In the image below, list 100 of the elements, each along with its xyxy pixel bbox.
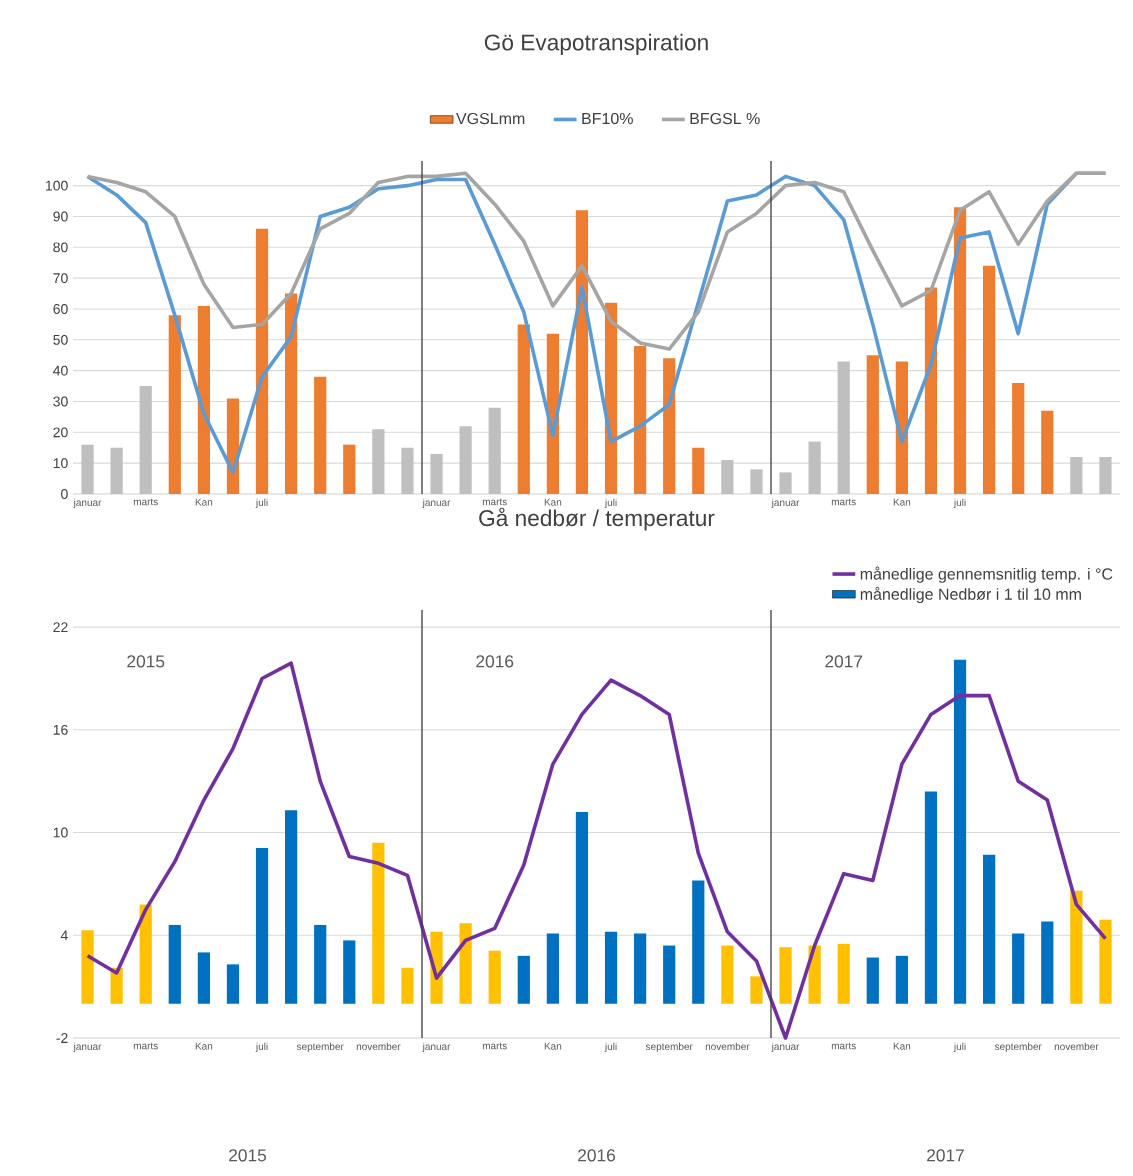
bar [721,460,734,494]
x-tick-label: marts [482,498,507,506]
bar [401,967,414,1004]
bar [983,265,996,494]
bar [575,210,589,494]
bar [953,207,967,494]
bar [1070,456,1083,494]
bar [430,453,443,494]
y-tick-label: 20 [53,427,68,438]
y-tick-label: 60 [53,304,68,314]
x-tick-label: januar [771,498,800,509]
annotation: 2015 [127,655,165,668]
bar [1099,456,1112,494]
bar [314,925,327,1004]
bar [634,345,647,494]
bar [808,441,821,494]
legend-label: VGSLmm [456,112,525,125]
x-tick-label: januar [422,498,451,509]
bar [895,361,908,494]
bar [197,305,210,494]
chart-title: Gå nedbør / temperatur [479,507,715,531]
bar [983,854,996,1004]
bar [953,659,967,1004]
y-tick-label: 70 [53,273,68,284]
x-tick-label: juli [255,1042,268,1053]
y-tick-label: 100 [46,180,68,191]
bar [517,324,530,494]
x-tick-label: september [994,1042,1042,1053]
x-tick-label: juli [604,498,617,509]
y-tick-label: 50 [53,334,68,345]
y-tick-label: 10 [53,458,68,469]
bar [372,429,385,494]
bar [721,945,734,1004]
bar [314,376,327,494]
x-tick-label: september [296,1042,344,1053]
chart-title: Gö Evapotranspiration [484,33,708,55]
bar [663,358,676,494]
bar [488,950,501,1004]
bar [139,386,152,494]
y-tick-label: 40 [53,365,68,376]
bar [1041,921,1054,1004]
bar [866,355,879,494]
x-tick-label: september [645,1042,693,1053]
bar [750,976,763,1004]
bar [634,933,647,1004]
y-tick-label: 10 [53,827,68,838]
x-tick-label: Kan [893,1042,911,1050]
x-tick-label: januar [422,1042,451,1053]
annotation: 2016 [476,655,514,668]
bar [197,952,210,1004]
bar [285,293,298,494]
y-tick-label: 16 [53,724,68,735]
legend-label: BFGSL % [690,112,760,125]
text: 2017 [927,1149,964,1162]
x-tick-label: november [705,1042,750,1051]
bar [575,812,589,1004]
bar [866,957,879,1004]
x-tick-label: januar [73,1042,102,1053]
bar [692,880,705,1004]
bar [285,810,298,1004]
bar [401,447,414,494]
legend-label: BF10% [582,112,633,125]
bar [924,791,938,1004]
x-tick-label: januar [73,498,102,509]
bar [1012,382,1025,494]
x-tick-label: juli [953,1042,966,1053]
bar [750,469,763,494]
bar [255,847,269,1004]
text: 2016 [578,1149,616,1162]
bar [546,933,559,1004]
x-tick-label: marts [831,498,856,506]
bar [343,444,356,494]
bar [459,923,472,1004]
bar [459,426,472,494]
bar [1041,410,1054,494]
x-tick-label: Kan [195,1042,213,1050]
bar [226,964,240,1004]
bar [110,447,123,494]
bar [837,943,850,1004]
y-tick-label: 22 [53,622,68,632]
x-tick-label: november [356,1042,401,1051]
bar [1099,919,1112,1004]
bar [663,945,676,1004]
x-tick-label: november [1054,1042,1099,1051]
bar [692,447,705,494]
bar [1012,933,1025,1004]
x-tick-label: Kan [544,1042,562,1050]
bar [517,955,530,1004]
x-tick-label: marts [133,498,158,506]
x-tick-label: januar [771,1042,800,1053]
y-tick-label: 80 [53,242,68,253]
bar [779,472,792,494]
bar [924,287,938,494]
bar [139,904,152,1004]
x-tick-label: juli [604,1042,617,1053]
bar [372,842,385,1004]
x-tick-label: Kan [893,498,911,506]
bar [779,947,792,1004]
x-tick-label: Kan [544,498,562,506]
bar [837,361,850,494]
